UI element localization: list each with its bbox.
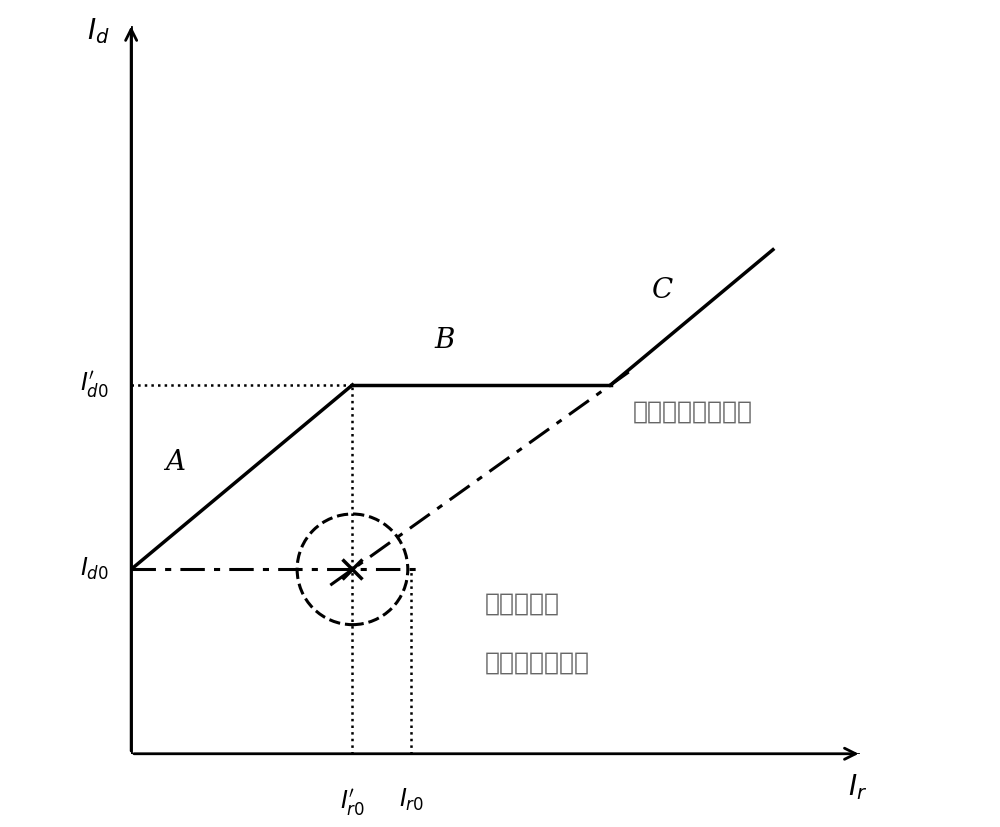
- Text: $I_{r0}'$: $I_{r0}'$: [340, 787, 365, 818]
- Text: C: C: [652, 277, 673, 304]
- Text: $I_r$: $I_r$: [848, 772, 867, 802]
- Text: $I_{d0}'$: $I_{d0}'$: [80, 370, 109, 400]
- Text: 原制动特性: 原制动特性: [485, 591, 560, 615]
- Text: B: B: [434, 327, 455, 354]
- Text: 和应涌流误动区: 和应涌流误动区: [485, 651, 590, 675]
- Text: A: A: [165, 449, 185, 476]
- Text: $I_d$: $I_d$: [87, 16, 109, 45]
- Text: $I_{d0}$: $I_{d0}$: [80, 557, 109, 582]
- Text: $I_{r0}$: $I_{r0}$: [399, 787, 424, 813]
- Text: 短时增强制动特性: 短时增强制动特性: [633, 399, 753, 423]
